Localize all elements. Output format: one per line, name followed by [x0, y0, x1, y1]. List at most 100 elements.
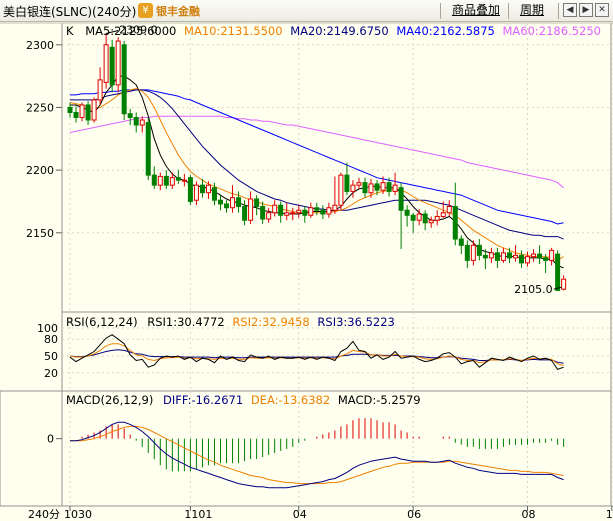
rsi-tick-label: 100	[37, 322, 58, 335]
legend-ma40: MA40:2162.5875	[396, 24, 495, 38]
candle-body-down	[224, 203, 230, 209]
candle-body-down	[199, 184, 205, 194]
candlestick	[115, 37, 121, 93]
candlestick	[380, 176, 386, 194]
candle-body-up	[103, 44, 109, 83]
macd-indicator	[70, 418, 565, 489]
candlestick	[242, 200, 248, 226]
legend-k: K	[66, 24, 74, 38]
candle-body-up	[416, 213, 422, 221]
candle-body-up	[205, 184, 211, 194]
high-price-annotation: 2309.0	[119, 24, 157, 37]
candle-body-down	[482, 254, 488, 259]
candlestick	[428, 216, 434, 228]
arrow-left-icon[interactable]: ◀	[563, 3, 577, 17]
candlestick	[561, 275, 567, 291]
logo-mark-icon: ¥	[138, 3, 153, 18]
legend-ma20: MA20:2149.6750	[290, 24, 389, 38]
overlay-commodity-button[interactable]: 商品叠加	[451, 3, 500, 17]
candlestick	[109, 39, 115, 93]
legend-ma60: MA60:2186.5250	[503, 24, 602, 38]
rsi-tick-label: 80	[44, 333, 58, 346]
candlestick	[549, 247, 555, 266]
macd-tick-label: 0	[47, 433, 54, 446]
candle-body-down	[163, 175, 169, 186]
candlestick	[543, 254, 549, 273]
candle-body-down	[543, 257, 549, 261]
legend-macd-value: MACD:-5.2579	[338, 393, 421, 407]
price-panel-frame	[61, 22, 612, 313]
legend-dea: DEA:-13.6382	[251, 393, 330, 407]
dea-line	[70, 425, 564, 485]
legend-rsi2: RSI2:32.9458	[232, 315, 309, 329]
candlestick	[205, 181, 211, 199]
candle-body-down	[85, 104, 91, 121]
candle-body-down	[133, 116, 139, 126]
candlestick	[211, 182, 217, 206]
x-tick-label: 11	[606, 508, 613, 521]
candle-body-up	[326, 207, 332, 215]
candlestick	[500, 247, 506, 263]
candle-body-up	[332, 204, 338, 211]
ma10-line	[69, 88, 564, 261]
rsi3-line	[69, 349, 564, 364]
price-tick-label: 2250	[26, 101, 54, 114]
legend-macd: MACD(26,12,9)	[66, 393, 153, 407]
candle-body-up	[169, 177, 175, 186]
candle-body-down	[410, 214, 416, 221]
candlestick	[103, 33, 109, 89]
candle-body-up	[392, 184, 398, 192]
candle-body-down	[109, 46, 115, 86]
candlestick	[290, 207, 296, 221]
ma60-line	[69, 115, 564, 189]
candlestick	[332, 176, 338, 214]
candle-body-up	[380, 182, 386, 191]
candle-body-up	[350, 184, 356, 192]
candlestick	[392, 172, 398, 196]
rsi-legend: RSI(6,12,24) RSI1:30.4772 RSI2:32.9458 R…	[66, 315, 395, 329]
candle-body-down	[67, 106, 73, 113]
candle-body-down	[145, 122, 151, 176]
candlestick	[494, 247, 500, 268]
candle-body-up	[525, 256, 531, 264]
candle-body-down	[151, 174, 157, 186]
legend-rsi: RSI(6,12,24)	[66, 315, 138, 329]
moving-average-lines	[69, 75, 564, 269]
candlestick	[440, 201, 446, 218]
candle-body-up	[284, 212, 290, 216]
arrow-right-icon[interactable]: ▶	[579, 3, 593, 17]
candle-body-up	[531, 253, 537, 258]
candle-body-down	[452, 205, 458, 240]
candle-body-down	[464, 244, 470, 261]
low-price-annotation: 2105.0	[514, 283, 553, 296]
high-annotation-pointer	[105, 30, 119, 35]
candle-body-up	[446, 205, 452, 214]
candle-body-up	[500, 252, 506, 261]
candlestick	[344, 162, 350, 196]
candlestick	[284, 202, 290, 221]
candle-body-up	[181, 179, 187, 182]
candle-body-up	[356, 182, 362, 186]
period-button[interactable]: 周期	[519, 3, 544, 17]
candlestick	[145, 117, 151, 181]
candlestick	[446, 200, 452, 217]
x-axis-unit-label: 240分	[28, 508, 60, 521]
candle-body-up	[248, 198, 254, 221]
toolbar-separator	[508, 3, 509, 19]
legend-ma5: MA5:2125.6000	[85, 24, 176, 38]
candlestick	[350, 180, 356, 198]
ma40-line	[70, 89, 564, 225]
candlestick	[266, 207, 272, 223]
candlestick	[512, 245, 518, 262]
macd-legend: MACD(26,12,9) DIFF:-16.2671 DEA:-13.6382…	[66, 393, 421, 407]
candle-body-down	[302, 209, 308, 216]
close-icon[interactable]: ✕	[595, 3, 609, 17]
candlestick	[410, 212, 416, 233]
x-tick-label: 06	[407, 508, 421, 521]
candle-body-up	[157, 175, 163, 186]
candle-body-down	[555, 253, 561, 291]
candle-body-down	[494, 252, 500, 261]
candle-body-down	[236, 197, 242, 207]
candlestick	[133, 112, 139, 133]
